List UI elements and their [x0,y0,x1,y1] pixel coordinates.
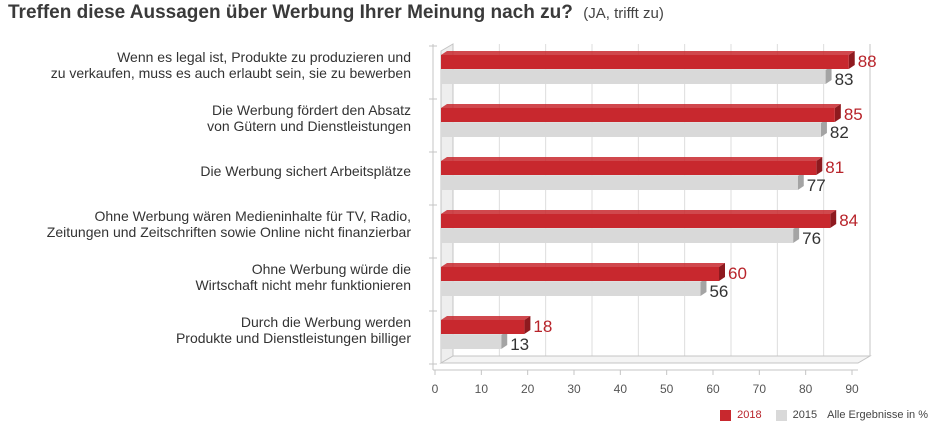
data-label-2018: 18 [533,317,552,336]
legend-swatch-2018 [720,409,732,421]
x-tick-label: 90 [845,382,859,396]
chart-title-block: Treffen diese Aussagen über Werbung Ihre… [8,2,664,24]
data-label-2018: 85 [844,105,863,124]
x-tick-label: 60 [706,382,720,396]
legend-label-2018: 2018 [737,409,762,421]
x-tick-label: 20 [521,382,535,396]
legend-note: Alle Ergebnisse in % [827,409,928,421]
bar-2018 [441,263,725,281]
category-label: Die Werbung sichert Arbeitsplätze [200,163,411,179]
category-label: Durch die Werbung werden Produkte und Die… [176,314,411,346]
data-label-2018: 81 [825,158,844,177]
x-tick-label: 30 [567,382,581,396]
legend: 2018 2015 Alle Ergebnisse in % [720,409,928,421]
bar-2018 [441,157,823,175]
data-label-2015: 56 [709,282,728,301]
bar-2018 [441,104,841,122]
left-wall [440,43,454,364]
bar-2018 [441,316,531,334]
category-label: Wenn es legal ist, Produkte zu produzier… [51,49,411,81]
data-label-2015: 13 [510,335,529,354]
x-tick-label: 80 [799,382,813,396]
x-tick-label: 50 [660,382,674,396]
data-label-2018: 88 [858,52,877,71]
chart-subtitle: (JA, trifft zu) [583,5,664,22]
bar-2018 [441,51,855,69]
data-label-2018: 60 [728,264,747,283]
x-tick-label: 40 [614,382,628,396]
data-label-2015: 82 [830,123,849,142]
category-label: Ohne Werbung würde die Wirtschaft nicht m… [195,261,411,293]
legend-label-2015: 2015 [792,409,818,421]
x-tick-label: 70 [753,382,767,396]
data-label-2015: 83 [835,70,854,89]
data-label-2015: 76 [802,229,821,248]
category-label: Ohne Werbung wären Medieninhalte für TV,… [47,208,412,240]
legend-swatch-2015 [775,409,787,421]
chart-title: Treffen diese Aussagen über Werbung Ihre… [8,2,573,23]
x-tick-label: 10 [475,382,489,396]
x-tick-label: 0 [432,382,439,396]
floor [439,355,872,364]
bar-2018 [441,210,837,228]
data-label-2018: 84 [839,211,858,230]
category-label: Die Werbung fördert den Absatz von Gütern… [207,102,411,134]
data-label-2015: 77 [807,176,826,195]
